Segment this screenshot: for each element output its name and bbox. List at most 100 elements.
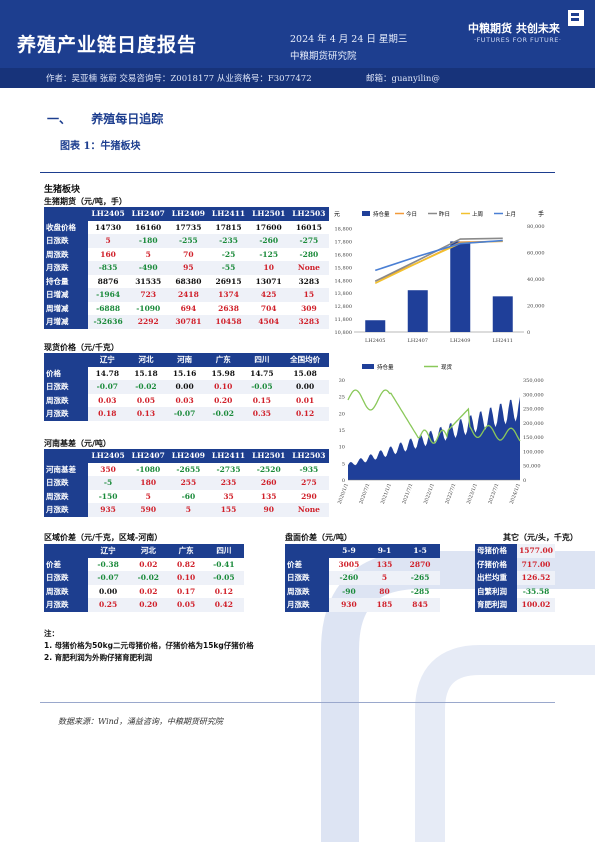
- table-header-row: 5-9 9-1 1-5: [285, 544, 440, 558]
- company-logo-text: 中粮期货 共创未来: [468, 22, 560, 35]
- futures-table-title: 生猪期货（元/吨，手）: [44, 196, 127, 206]
- table-cell: 185: [368, 598, 401, 612]
- table-cell: 1577.00: [517, 544, 555, 558]
- table-cell: 5: [145, 249, 151, 259]
- table-cell: 0.25: [88, 598, 129, 612]
- row-label: 周增减: [44, 301, 88, 315]
- right-axis-unit: 手: [538, 210, 544, 218]
- y-tick-label: 20: [339, 411, 345, 417]
- company-slogan: ·FUTURES FOR FUTURE·: [474, 36, 562, 44]
- y-tick-label: 10: [339, 445, 345, 451]
- y2-tick-label: 50,000: [523, 464, 541, 470]
- bar: [450, 241, 471, 332]
- y-tick-label: 10,800: [335, 330, 353, 336]
- row-label: 日涨跌: [44, 380, 88, 394]
- left-axis-unit: 元: [334, 211, 340, 218]
- column-header: 全国均价: [281, 353, 329, 367]
- row-label: 出栏均重: [475, 571, 518, 585]
- table-row: 周涨跌 160 5 70 -25 -125 -280: [44, 247, 329, 261]
- table-cell: 0.05: [168, 598, 204, 612]
- table-cell: -1964: [88, 288, 129, 302]
- table-cell: 10: [248, 261, 289, 275]
- header-corner: [44, 449, 88, 463]
- table-cell: -180: [128, 234, 169, 248]
- table-cell: 235: [208, 476, 249, 490]
- table-cell: 2292: [128, 315, 169, 329]
- row-label: 仔猪价格: [475, 557, 518, 571]
- table-cell: 160: [100, 249, 116, 259]
- watermark-graphic: [321, 551, 595, 842]
- table-cell: 0.10: [203, 380, 243, 394]
- column-header: LH2411: [208, 207, 249, 221]
- row-label: 日涨跌: [44, 234, 88, 248]
- table-cell: 68380: [175, 276, 202, 286]
- column-header: LH2503: [288, 207, 329, 221]
- column-header: LH2405: [88, 207, 129, 221]
- row-label: 月涨跌: [44, 598, 88, 612]
- report-org: 中粮期货研究院: [290, 51, 357, 62]
- y2-tick-label: 350,000: [523, 378, 544, 384]
- table-cell: 0.17: [176, 586, 196, 596]
- report-header: 养殖产业链日度报告 2024 年 4 月 24 日 星期三 中粮期货研究院 中粮…: [0, 0, 595, 68]
- table-cell: -0.02: [203, 407, 243, 421]
- table-cell: 15.16: [172, 368, 197, 378]
- table-row: 周涨跌 0.03 0.05 0.03 0.20 0.15 0.01: [44, 393, 329, 407]
- x-tick-label: 2024/1/1: [509, 483, 522, 505]
- x-tick-label: 2022/1/1: [423, 483, 436, 505]
- x-tick-label: 2020/7/1: [358, 483, 371, 505]
- x-tick-label: LH2405: [365, 338, 385, 344]
- table-cell: -55: [208, 261, 249, 275]
- table-cell: 723: [128, 288, 169, 302]
- row-label: 河南基差: [44, 462, 88, 476]
- table-cell: -0.38: [97, 559, 119, 569]
- table-row: 出栏均重 126.52: [475, 571, 555, 585]
- table-cell: 17735: [175, 222, 202, 232]
- row-label: 周涨跌: [44, 489, 88, 503]
- y-tick-label: 0: [342, 478, 345, 484]
- column-header: 5-9: [329, 544, 369, 558]
- table-row: 仔猪价格 717.00: [475, 557, 555, 571]
- table-cell: -90: [342, 586, 356, 596]
- column-header: 1-5: [400, 544, 440, 558]
- x-tick-label: 2021/1/1: [380, 483, 393, 505]
- y-tick-label: 17,800: [335, 240, 353, 246]
- table-cell: 5: [145, 491, 151, 501]
- table-cell: -6888: [96, 303, 121, 313]
- y2-tick-label: 60,000: [527, 251, 545, 257]
- column-header: LH2409: [168, 207, 209, 221]
- table-cell: 0.18: [88, 407, 127, 421]
- table-cell: 2638: [218, 303, 239, 313]
- table-cell: 14.75: [250, 368, 274, 378]
- figure-title: 图表 1：牛猪板块: [60, 141, 141, 152]
- table-cell: 3283: [288, 315, 329, 329]
- column-header: LH2501: [248, 207, 289, 221]
- series-line: [374, 240, 503, 284]
- table-row: 日涨跌 -260 5 -265: [285, 571, 440, 585]
- y-tick-label: 12,800: [335, 304, 353, 310]
- y2-tick-label: 150,000: [523, 435, 544, 441]
- table-cell: 0.12: [281, 407, 329, 421]
- table-cell: 15.18: [134, 368, 158, 378]
- table-row: 月涨跌 0.25 0.20 0.05 0.42: [44, 598, 244, 612]
- y-tick-label: 30: [339, 378, 345, 384]
- column-header: LH2501: [248, 449, 289, 463]
- futures-table: LH2405 LH2407 LH2409 LH2411 LH2501 LH2503 收盘价格…: [44, 207, 329, 329]
- table-row: 月涨跌 935 590 5 155 90 None: [44, 503, 329, 517]
- column-header: 广东: [168, 544, 204, 558]
- table-cell: 275: [288, 476, 329, 490]
- row-label: 价差: [285, 557, 329, 571]
- y-tick-label: 5: [342, 461, 345, 467]
- inter-spread-title: 盘面价差（元/吨）: [285, 532, 352, 542]
- row-label: 持仓量: [44, 274, 88, 288]
- table-cell: -25: [221, 249, 236, 259]
- y2-tick-label: 100,000: [523, 449, 544, 455]
- table-cell: -0.41: [213, 559, 235, 569]
- table-cell: 90: [248, 503, 289, 517]
- table-cell: 0.15: [252, 395, 272, 405]
- table-cell: -265: [400, 571, 440, 585]
- table-cell: 30781: [168, 315, 209, 329]
- basis-table-title: 河南基差（元/吨）: [44, 438, 111, 448]
- row-label: 月增减: [44, 315, 88, 329]
- header-corner: [44, 207, 88, 221]
- table-cell: 1374: [208, 288, 249, 302]
